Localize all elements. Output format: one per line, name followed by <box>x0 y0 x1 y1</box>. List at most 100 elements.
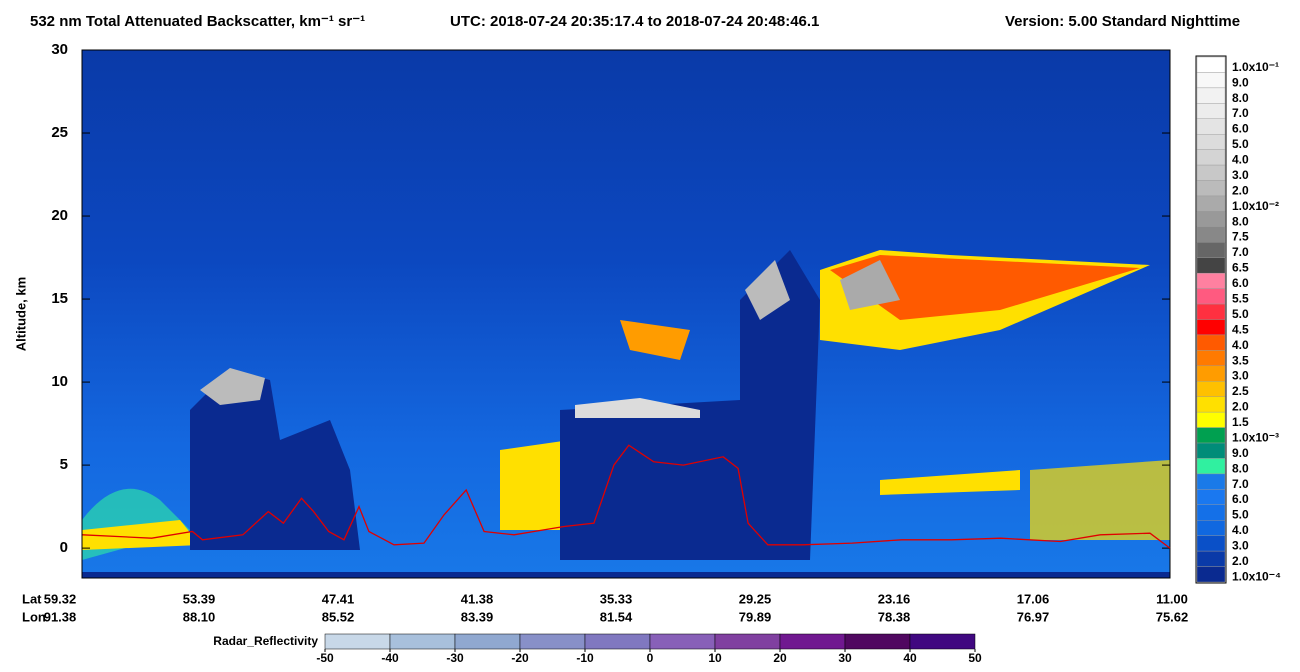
colorbar-swatch <box>1196 164 1226 181</box>
plot-frame <box>81 49 1171 579</box>
colorbar-label: 7.0 <box>1232 477 1249 491</box>
colorbar-label: 6.5 <box>1232 261 1249 275</box>
colorbar-label: 1.0x10⁻¹ <box>1232 60 1279 74</box>
lon-label: 75.62 <box>1156 609 1189 624</box>
chart-subtitle: UTC: 2018-07-24 20:35:17.4 to 2018-07-24… <box>450 13 819 30</box>
colorbar-swatch <box>1196 257 1226 274</box>
colorbar-swatch <box>1196 365 1226 382</box>
surface-line <box>82 444 1171 549</box>
lat-label: 17.06 <box>1017 591 1050 606</box>
colorbar-frame <box>1195 55 1227 584</box>
colorbar-swatch <box>1196 334 1226 351</box>
radar-swatch <box>844 633 911 650</box>
lon-label: 76.97 <box>1017 609 1050 624</box>
colorbar-label: 7.5 <box>1232 230 1249 244</box>
lon-row-label: Lon <box>22 609 46 624</box>
lat-label: 47.41 <box>322 591 355 606</box>
colorbar-swatch <box>1196 118 1226 135</box>
radar-swatch <box>389 633 456 650</box>
lon-label: 85.52 <box>322 609 355 624</box>
colorbar-label: 2.0 <box>1232 400 1249 414</box>
curtain-image <box>82 50 1170 578</box>
colorbar-label: 5.0 <box>1232 137 1249 151</box>
colorbar-label: 2.0 <box>1232 183 1249 197</box>
colorbar-label: 4.0 <box>1232 523 1249 537</box>
colorbar-label: 8.0 <box>1232 91 1249 105</box>
colorbar-label: 4.0 <box>1232 338 1249 352</box>
lon-label: 81.54 <box>600 609 633 624</box>
radar-swatch <box>324 633 391 650</box>
colorbar-swatch <box>1196 473 1226 490</box>
colorbar-swatch <box>1196 550 1226 567</box>
colorbar-swatch <box>1196 489 1226 505</box>
colorbar-label: 2.5 <box>1232 384 1249 398</box>
colorbar-swatch <box>1196 87 1226 104</box>
colorbar-label: 1.0x10⁻³ <box>1232 430 1279 444</box>
radar-tick-label: 40 <box>903 651 917 665</box>
colorbar-label: 3.0 <box>1232 539 1249 553</box>
colorbar-swatch <box>1196 381 1226 397</box>
colorbar-swatch <box>1196 226 1226 243</box>
colorbar-swatch <box>1196 211 1226 228</box>
radar-tick-label: -40 <box>381 651 399 665</box>
y-tick-label: 15 <box>51 290 68 307</box>
colorbar-label: 5.0 <box>1232 307 1249 321</box>
colorbar-label: 6.0 <box>1232 276 1249 290</box>
colorbar-swatch <box>1196 72 1226 89</box>
radar-label: Radar_Reflectivity <box>213 634 318 648</box>
colorbar-swatch <box>1196 504 1226 521</box>
lat-label: 53.39 <box>183 591 216 606</box>
colorbar-swatch <box>1196 303 1226 320</box>
radar-tick-label: -50 <box>316 651 334 665</box>
y-axis-label: Altitude, km <box>13 277 28 351</box>
lon-label: 78.38 <box>878 609 911 624</box>
radar-swatch <box>519 633 586 650</box>
y-tick-label: 5 <box>60 456 68 473</box>
colorbar-swatch <box>1196 195 1226 212</box>
colorbar-label: 3.0 <box>1232 369 1249 383</box>
radar-swatch <box>714 633 781 650</box>
colorbar-swatch <box>1196 458 1226 475</box>
colorbar-label: 1.0x10⁻⁴ <box>1232 569 1281 583</box>
colorbar-label: 3.5 <box>1232 353 1249 367</box>
y-tick-label: 10 <box>51 373 68 390</box>
colorbar-swatch <box>1196 535 1226 552</box>
lon-label: 91.38 <box>44 609 77 624</box>
lat-label: 11.00 <box>1156 591 1188 606</box>
colorbar-label: 2.0 <box>1232 554 1249 568</box>
colorbar-swatch <box>1196 103 1226 119</box>
lat-label: 59.32 <box>44 591 77 606</box>
colorbar-label: 5.0 <box>1232 508 1249 522</box>
colorbar-label: 5.5 <box>1232 292 1249 306</box>
radar-tick-label: -10 <box>576 651 594 665</box>
radar-tick-label: 50 <box>968 651 982 665</box>
colorbar-label: 1.0x10⁻² <box>1232 199 1279 213</box>
colorbar-swatch <box>1196 411 1226 428</box>
colorbar-swatch <box>1196 242 1226 258</box>
lon-label: 83.39 <box>461 609 494 624</box>
radar-tick-label: 30 <box>838 651 852 665</box>
colorbar-swatch <box>1196 442 1226 459</box>
colorbar-swatch <box>1196 272 1226 289</box>
colorbar-swatch <box>1196 149 1226 166</box>
colorbar-label: 9.0 <box>1232 75 1249 89</box>
radar-tick-label: 10 <box>708 651 722 665</box>
radar-swatch <box>454 633 521 650</box>
lon-label: 79.89 <box>739 609 772 624</box>
colorbar-swatch <box>1196 134 1226 150</box>
colorbar-swatch <box>1196 319 1226 336</box>
colorbar-swatch <box>1196 566 1226 583</box>
radar-tick-label: 20 <box>773 651 787 665</box>
colorbar-swatch <box>1196 56 1226 73</box>
colorbar-swatch <box>1196 288 1226 305</box>
y-tick-label: 0 <box>60 539 68 556</box>
y-tick-label: 30 <box>51 41 68 58</box>
colorbar-swatch <box>1196 520 1226 536</box>
radar-tick-label: -20 <box>511 651 529 665</box>
lon-label: 88.10 <box>183 609 216 624</box>
colorbar-label: 8.0 <box>1232 461 1249 475</box>
version: Version: 5.00 Standard Nighttime <box>1005 13 1240 30</box>
lat-row-label: Lat <box>22 591 42 606</box>
colorbar-label: 4.5 <box>1232 322 1249 336</box>
